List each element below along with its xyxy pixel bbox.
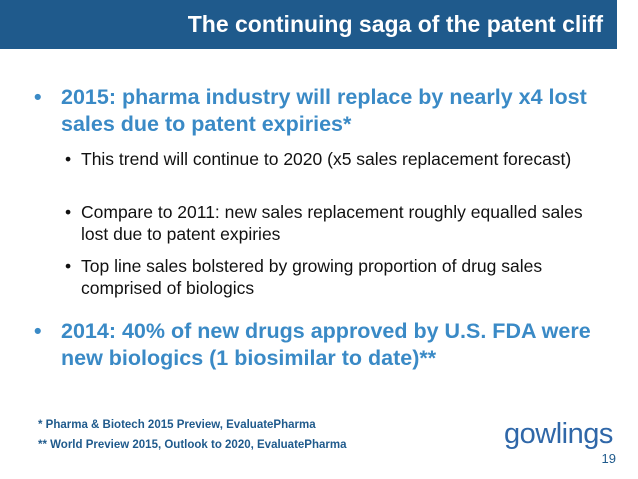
bullet-sub-3: • Top line sales bolstered by growing pr…: [65, 255, 605, 299]
footnote-1: * Pharma & Biotech 2015 Preview, Evaluat…: [38, 419, 316, 431]
page-number: 19: [601, 451, 616, 466]
bullet-sub-2-text: Compare to 2011: new sales replacement r…: [81, 202, 583, 244]
bullet-main-2-text: 2014: 40% of new drugs approved by U.S. …: [61, 319, 591, 370]
slide-title: The continuing saga of the patent cliff: [187, 11, 603, 37]
bullet-main-1-text: 2015: pharma industry will replace by ne…: [61, 85, 587, 136]
bullet-sub-2: • Compare to 2011: new sales replacement…: [65, 201, 605, 245]
bullet-glyph: •: [34, 85, 42, 109]
bullet-glyph: •: [65, 149, 72, 169]
bullet-glyph: •: [34, 319, 42, 343]
gowlings-logo: gowlings: [504, 418, 613, 450]
footnote-2: ** World Preview 2015, Outlook to 2020, …: [38, 439, 347, 451]
bullet-main-2: • 2014: 40% of new drugs approved by U.S…: [34, 318, 594, 372]
bullet-main-1: • 2015: pharma industry will replace by …: [34, 84, 594, 138]
bullet-glyph: •: [65, 202, 72, 222]
title-bar: The continuing saga of the patent cliff: [0, 0, 617, 49]
bullet-sub-3-text: Top line sales bolstered by growing prop…: [81, 256, 543, 298]
bullet-sub-1: • This trend will continue to 2020 (x5 s…: [65, 148, 605, 170]
bullet-glyph: •: [65, 256, 72, 276]
bullet-sub-1-text: This trend will continue to 2020 (x5 sal…: [81, 149, 572, 169]
